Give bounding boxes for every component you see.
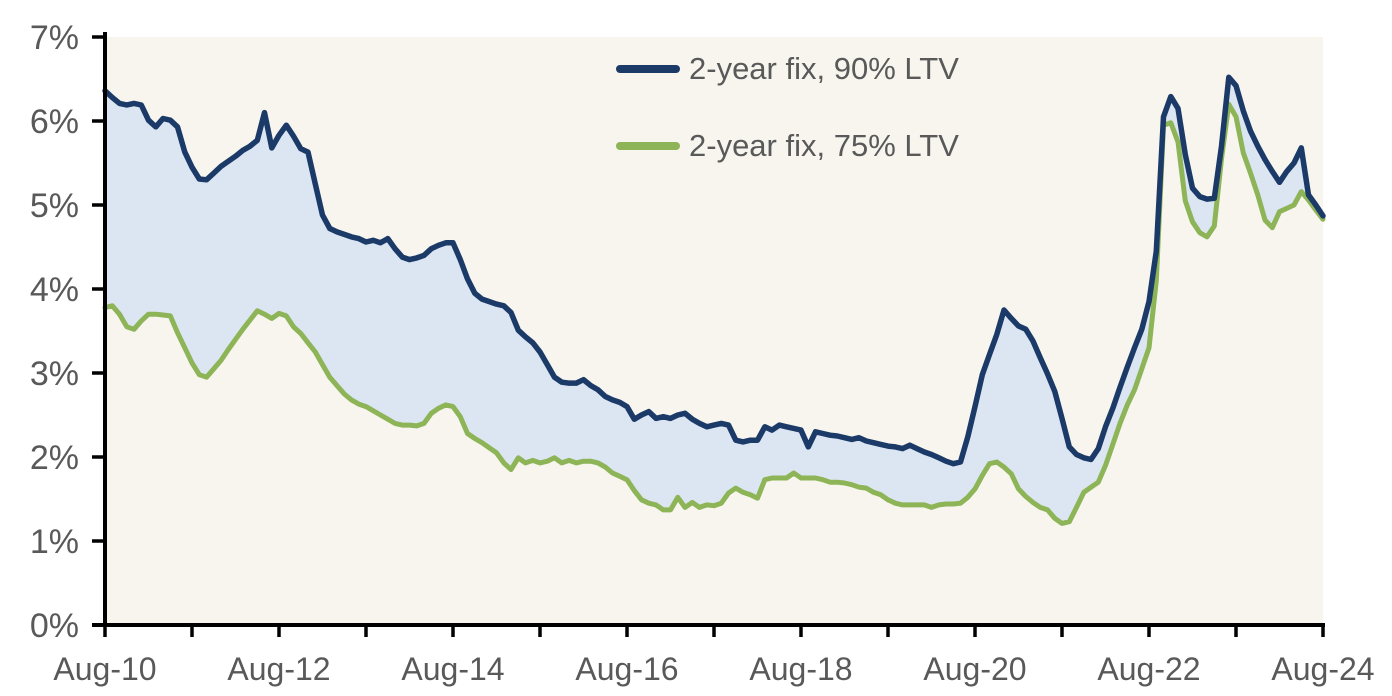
y-axis-tick-label: 4% [30, 271, 79, 309]
legend-label-90ltv: 2-year fix, 90% LTV [689, 51, 959, 86]
y-axis-tick-label: 6% [30, 103, 79, 141]
legend-swatch-75ltv-line [616, 141, 680, 150]
legend-swatch-90ltv-line [616, 64, 680, 73]
x-axis-tick-label: Aug-22 [1097, 651, 1200, 687]
y-axis-tick-label: 5% [30, 187, 79, 225]
legend-label-75ltv: 2-year fix, 75% LTV [689, 128, 959, 163]
x-axis-tick-label: Aug-24 [1271, 651, 1374, 687]
y-axis-tick-label: 1% [30, 523, 79, 561]
y-axis-tick-label: 3% [30, 355, 79, 393]
series-line-75ltv [102, 101, 1326, 526]
x-axis-tick-label: Aug-20 [923, 651, 1026, 687]
y-axis-tick-label: 0% [30, 607, 79, 645]
y-axis-tick-label: 7% [30, 19, 79, 57]
band-fill-between-series [105, 77, 1323, 524]
x-axis-tick-label: Aug-16 [575, 651, 678, 687]
series-line-90ltv [102, 74, 1326, 467]
legend: 2-year fix, 90% LTV 2-year fix, 75% LTV [616, 50, 959, 164]
legend-item-75ltv: 2-year fix, 75% LTV [616, 127, 959, 164]
x-axis-tick-label: Aug-14 [401, 651, 504, 687]
legend-item-90ltv: 2-year fix, 90% LTV [616, 50, 959, 87]
y-axis-tick-label: 2% [30, 439, 79, 477]
x-axis-tick-label: Aug-10 [53, 651, 156, 687]
x-axis-tick-label: Aug-12 [227, 651, 330, 687]
x-axis-tick-label: Aug-18 [749, 651, 852, 687]
